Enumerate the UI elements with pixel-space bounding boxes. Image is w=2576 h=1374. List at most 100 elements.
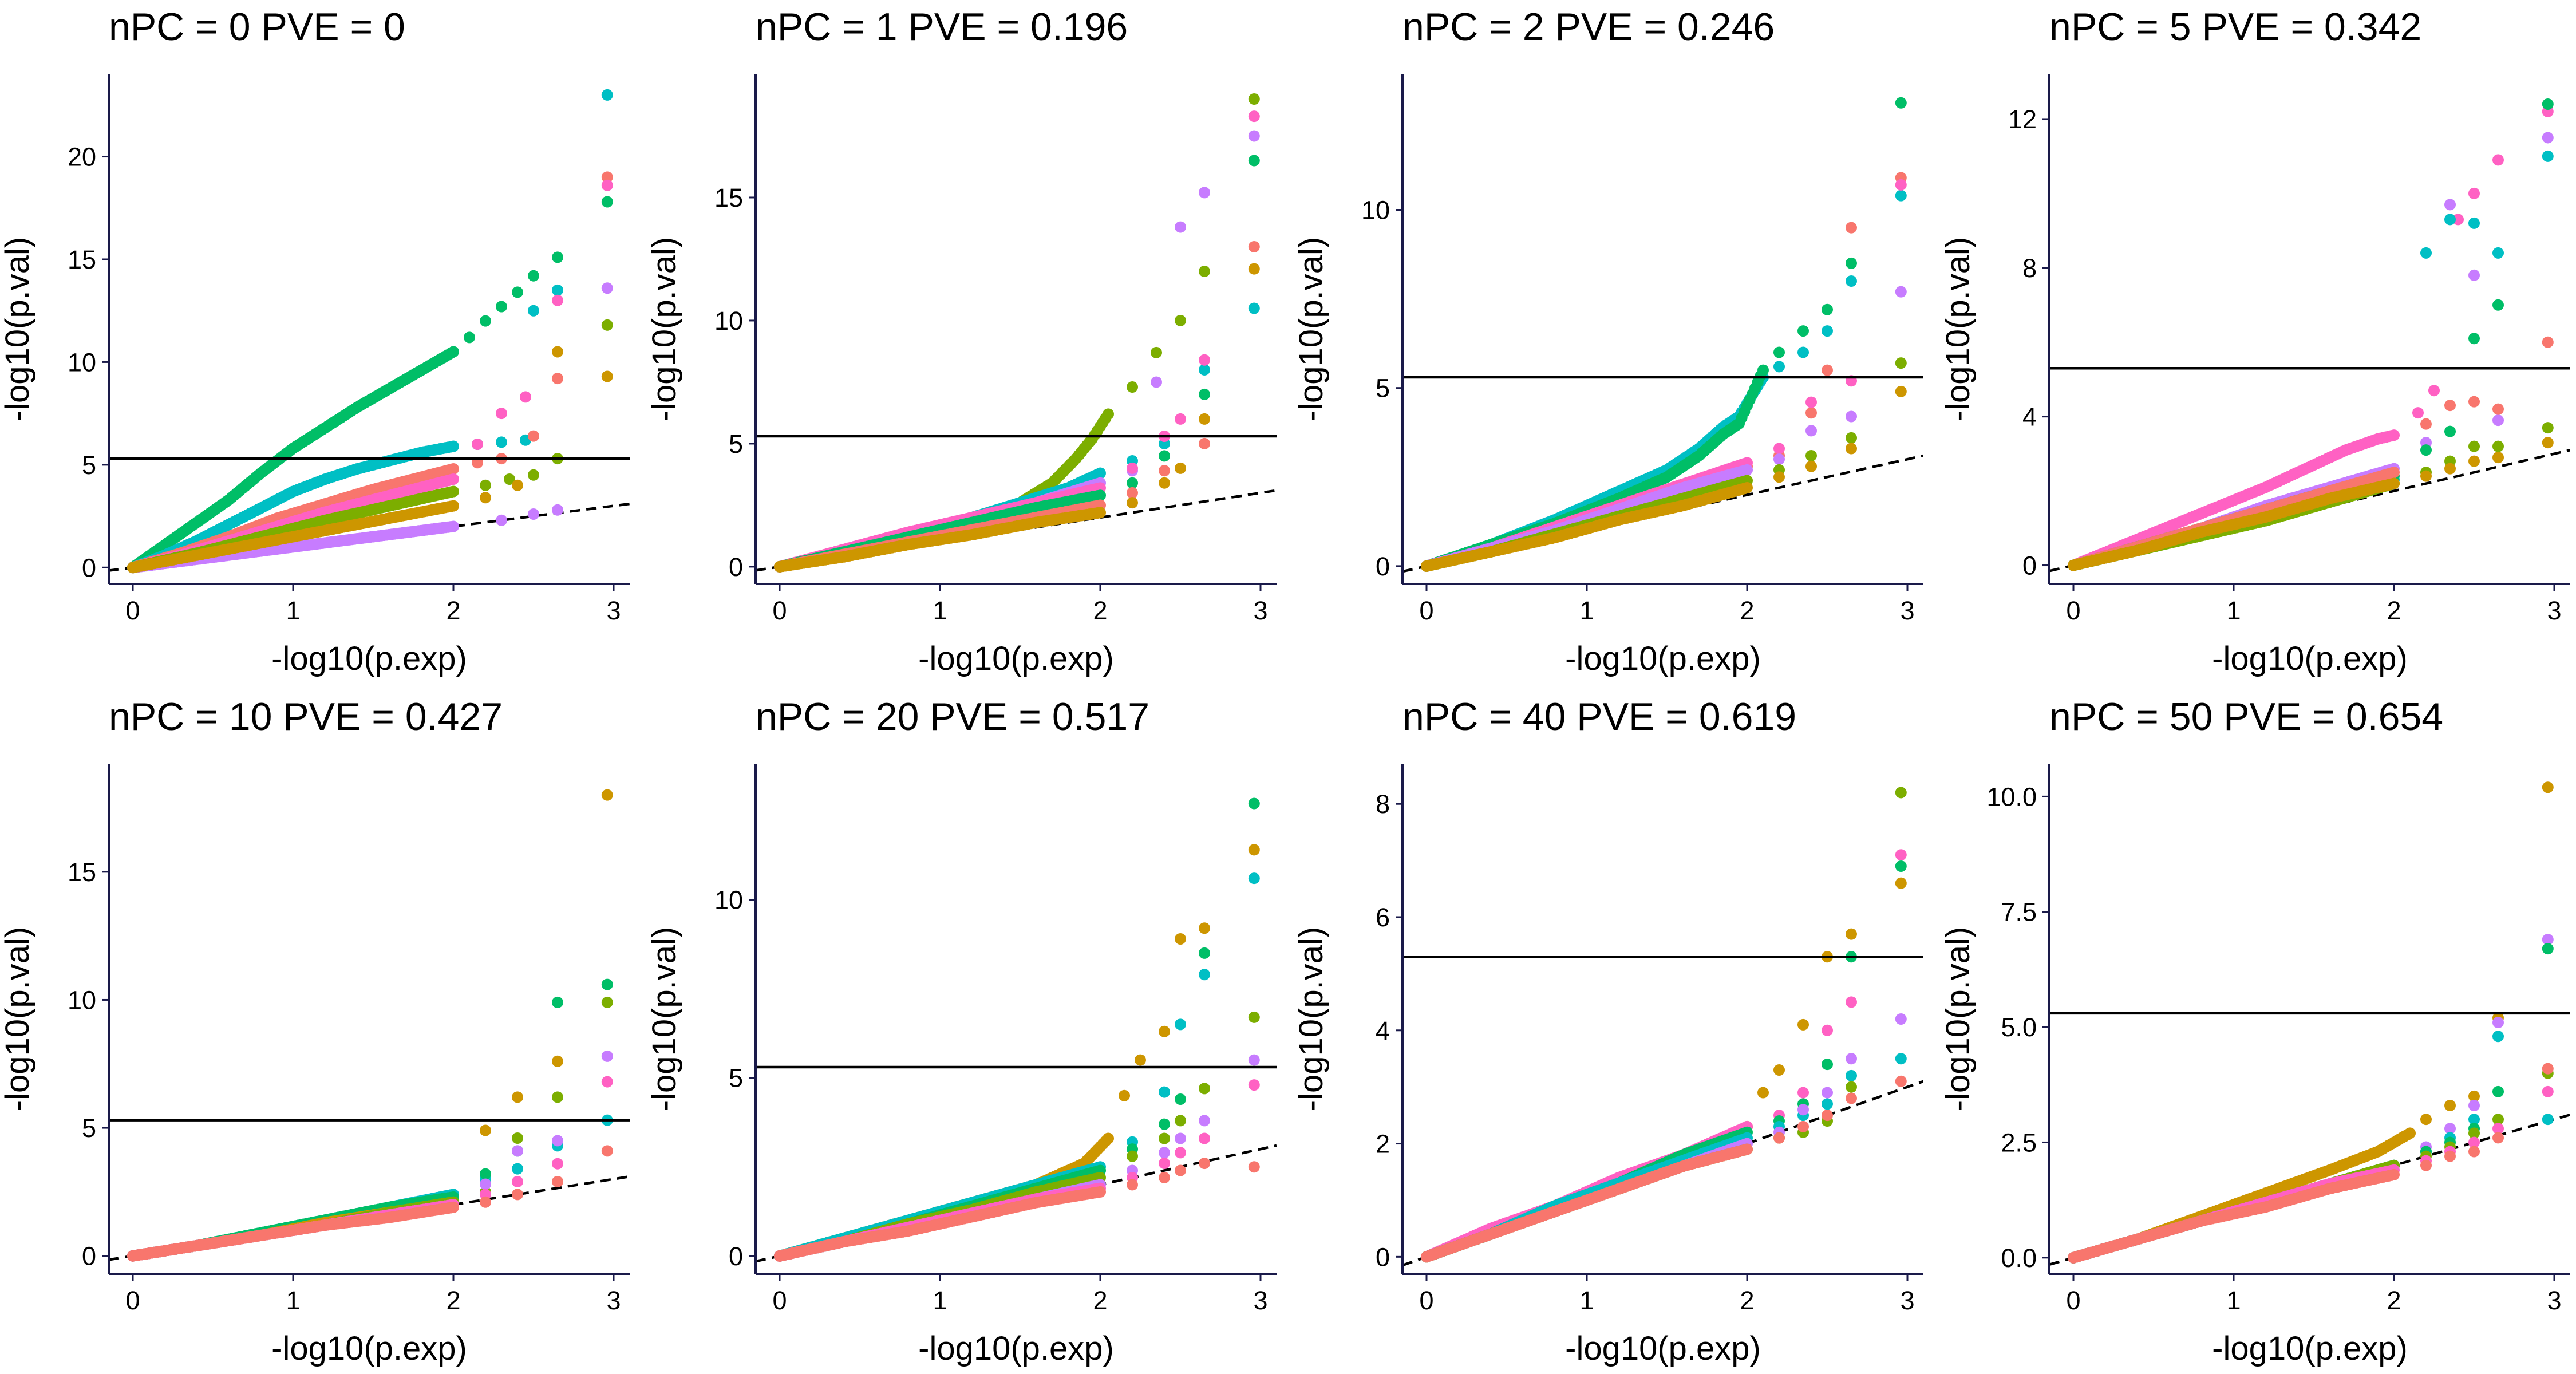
data-point	[2468, 440, 2480, 452]
data-point	[1846, 410, 1857, 423]
data-point	[1773, 453, 1785, 465]
y-tick-label: 8	[2022, 254, 2037, 283]
data-point	[552, 1091, 563, 1103]
data-point	[1199, 413, 1210, 425]
data-point	[2444, 199, 2456, 211]
data-point	[528, 430, 539, 442]
data-point	[1199, 388, 1210, 400]
series-7	[127, 1145, 613, 1262]
data-point	[1248, 93, 1260, 105]
data-point	[1127, 381, 1138, 393]
panel-title: nPC = 1 PVE = 0.196	[756, 5, 1128, 49]
data-point	[1175, 413, 1186, 425]
data-point	[1822, 303, 1833, 315]
data-point	[480, 492, 491, 504]
data-point	[2412, 407, 2424, 419]
data-point	[448, 520, 459, 532]
series-4	[774, 1011, 1260, 1262]
y-tick-label: 15	[68, 245, 96, 274]
data-point	[1797, 325, 1809, 337]
series-7	[127, 346, 613, 574]
data-point	[1846, 443, 1857, 455]
data-point	[1199, 364, 1210, 376]
data-point	[1895, 385, 1907, 397]
data-point	[552, 1158, 563, 1170]
data-point	[448, 500, 459, 512]
series-5	[1421, 286, 1907, 572]
data-point	[1159, 1118, 1170, 1130]
series-6	[127, 1076, 613, 1262]
data-point	[512, 1189, 523, 1201]
data-point	[1895, 189, 1907, 202]
data-point	[1151, 346, 1162, 358]
data-point	[2542, 132, 2554, 144]
y-tick-label: 10	[68, 985, 96, 1014]
data-point	[1846, 222, 1857, 234]
x-tick-label: 1	[286, 1286, 300, 1315]
data-point	[1095, 489, 1106, 502]
data-point	[1741, 481, 1753, 493]
data-point	[552, 504, 563, 516]
data-point	[480, 1178, 491, 1190]
data-point	[2388, 467, 2400, 479]
x-axis-title: -log10(p.exp)	[271, 640, 467, 677]
series-5	[774, 155, 1260, 572]
data-point	[512, 1175, 523, 1187]
data-point	[1127, 487, 1138, 499]
data-point	[1248, 240, 1260, 252]
data-point	[2542, 437, 2554, 449]
data-point	[1199, 969, 1210, 981]
data-point	[1895, 97, 1907, 109]
data-point	[448, 463, 459, 475]
x-tick-label: 0	[772, 596, 787, 625]
y-axis-title: -log10(p.val)	[0, 237, 36, 421]
data-point	[552, 1175, 563, 1187]
data-point	[1199, 354, 1210, 366]
data-point	[601, 996, 613, 1008]
data-point	[1773, 443, 1785, 455]
data-point	[496, 436, 507, 448]
data-point	[1199, 187, 1210, 199]
y-axis-title: -log10(p.val)	[1939, 237, 1977, 421]
data-point	[1159, 477, 1170, 489]
y-axis-title: -log10(p.val)	[0, 927, 36, 1111]
data-point	[2492, 247, 2504, 259]
data-point	[1175, 933, 1186, 945]
y-tick-label: 5	[1376, 374, 1390, 403]
y-tick-label: 5	[82, 451, 96, 480]
data-point	[1822, 364, 1833, 376]
x-tick-label: 3	[606, 1286, 621, 1315]
panel-title: nPC = 10 PVE = 0.427	[109, 695, 503, 739]
data-point	[2428, 385, 2440, 397]
data-point	[480, 479, 491, 491]
data-point	[512, 1132, 523, 1144]
y-tick-label: 5	[82, 1114, 96, 1143]
data-point	[601, 370, 613, 382]
data-point	[448, 440, 459, 452]
data-point	[601, 171, 613, 183]
data-point	[1103, 1132, 1114, 1144]
data-point	[496, 301, 507, 313]
plot-area	[2049, 98, 2570, 572]
data-point	[1175, 1018, 1186, 1030]
data-point	[512, 1091, 523, 1103]
data-point	[512, 286, 523, 298]
plot-area	[1402, 97, 1923, 573]
data-point	[512, 1145, 523, 1157]
y-tick-label: 0	[82, 553, 96, 582]
data-point	[1895, 357, 1907, 369]
series-5	[127, 1050, 613, 1262]
x-axis-title: -log10(p.exp)	[1565, 640, 1761, 677]
data-point	[1175, 462, 1186, 474]
data-point	[480, 1196, 491, 1208]
data-point	[1151, 376, 1162, 388]
data-point	[1159, 1086, 1170, 1098]
data-point	[480, 1124, 491, 1136]
data-point	[1822, 325, 1833, 337]
panel-title: nPC = 0 PVE = 0	[109, 5, 405, 49]
data-point	[601, 789, 613, 801]
data-point	[1135, 1054, 1146, 1066]
x-tick-label: 1	[2226, 596, 2241, 625]
